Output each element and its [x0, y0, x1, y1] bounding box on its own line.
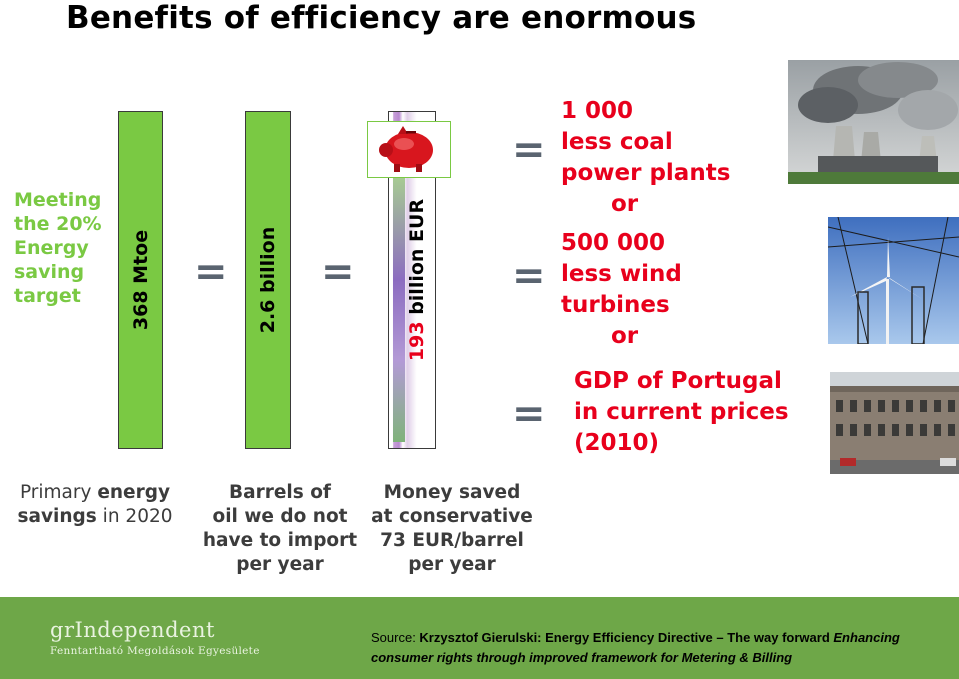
coal-line2: less coal: [561, 129, 673, 155]
gdp-line1: GDP of Portugal: [574, 368, 782, 394]
equals-sign-4: =: [512, 253, 546, 299]
logo-subtitle: Fenntartható Megoldások Egyesülete: [50, 645, 260, 657]
caption-barrels: Barrels of oil we do not have to import …: [200, 481, 360, 577]
slide-title: Benefits of efficiency are enormous: [66, 0, 697, 36]
caption-barrels-line2: oil we do not: [212, 506, 348, 527]
equals-sign-5: =: [512, 391, 546, 437]
caption-money-line4: per year: [408, 554, 496, 575]
gdp-line3: (2010): [574, 430, 660, 456]
gdp-line2: in current prices: [574, 399, 789, 425]
money-label-number: 193 billion EUR: [406, 199, 428, 361]
wind-count: 500 000: [561, 230, 666, 256]
wind-turbines-photo: [828, 217, 959, 344]
or-1: or: [611, 191, 639, 217]
caption-barrels-line4: per year: [236, 554, 324, 575]
logo-title: grIndependent: [50, 618, 215, 642]
banknote-stripe: [393, 172, 405, 442]
money-label: 193 billion EUR: [406, 199, 428, 361]
footer-band: [0, 597, 959, 679]
mtoe-bar: 368 Mtoe: [118, 111, 163, 449]
source-author: Krzysztof Gierulski: Energy Efficiency D…: [419, 630, 834, 645]
building-photo: [830, 372, 959, 474]
caption-money-line1: Money saved: [383, 482, 521, 503]
caption-money: Money saved at conservative 73 EUR/barre…: [364, 481, 540, 577]
coal-plant-photo: [788, 60, 959, 184]
caption-energy-line2: savings in 2020: [14, 505, 176, 529]
caption-barrels-line3: have to import: [202, 530, 358, 551]
caption-energy-bold1: energy: [97, 482, 171, 503]
equals-sign-3: =: [512, 127, 546, 173]
coal-line3: power plants: [561, 160, 731, 186]
equals-sign-2: =: [321, 249, 355, 295]
piggy-bank-icon: [367, 121, 451, 178]
caption-energy-line1: Primary energy: [14, 481, 176, 505]
mtoe-label: 368 Mtoe: [129, 229, 152, 331]
wind-line3: turbines: [561, 292, 670, 318]
or-2: or: [611, 323, 639, 349]
goal-text: Meeting the 20% Energy saving target: [14, 189, 102, 307]
barrels-bar: 2.6 billion: [245, 111, 291, 449]
caption-energy-bold2: savings: [17, 506, 97, 527]
logo: grIndependent Fenntartható Megoldások Eg…: [50, 618, 290, 657]
equals-sign-1: =: [194, 249, 228, 295]
money-label-unit: billion EUR: [405, 198, 428, 315]
wind-outcome: 500 000 less wind turbines or: [561, 228, 682, 352]
money-label-amount: 193: [405, 314, 428, 362]
gdp-outcome: GDP of Portugal in current prices (2010): [574, 366, 789, 459]
caption-energy-year: in 2020: [96, 506, 173, 527]
source-title: Enhancing consumer rights through improv…: [371, 630, 900, 665]
caption-barrels-line1: Barrels of: [229, 482, 331, 503]
coal-count: 1 000: [561, 98, 634, 124]
source-citation: Source: Krzysztof Gierulski: Energy Effi…: [371, 628, 959, 668]
caption-energy: Primary energy savings in 2020: [14, 481, 176, 529]
caption-money-line2: at conservative: [371, 506, 533, 527]
caption-money-line3: 73 EUR/barrel: [380, 530, 524, 551]
wind-line2: less wind: [561, 261, 682, 287]
caption-energy-primary: Primary: [19, 482, 98, 503]
source-prefix: Source:: [371, 630, 420, 645]
barrels-label: 2.6 billion: [257, 226, 279, 334]
coal-outcome: 1 000 less coal power plants or: [561, 96, 730, 220]
